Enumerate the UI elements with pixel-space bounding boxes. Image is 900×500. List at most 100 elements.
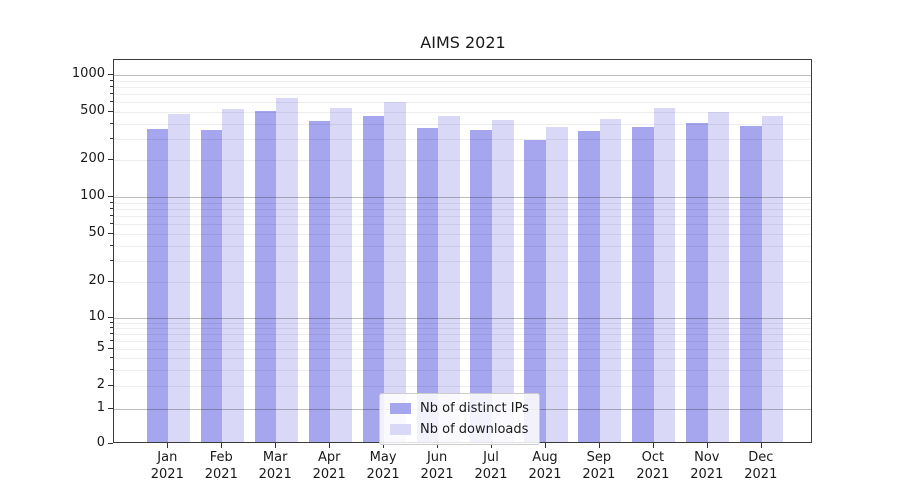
bar (578, 130, 600, 442)
bar (200, 129, 223, 442)
y-minor-tick-mark (110, 79, 113, 81)
x-tick-label: Nov 2021 (679, 450, 735, 483)
x-tick-label: Mar 2021 (247, 450, 303, 483)
y-minor-tick-mark (110, 223, 113, 224)
y-minor-tick-mark (110, 259, 113, 261)
x-tick-month: Nov (694, 450, 720, 465)
y-tick-label: 1 (96, 400, 105, 416)
x-tick-mark (221, 443, 223, 448)
bar (416, 127, 439, 442)
y-tick-label: 100 (80, 188, 105, 203)
x-tick-month: May (369, 450, 397, 465)
bar (222, 108, 244, 442)
x-tick-month: Apr (317, 450, 341, 465)
x-tick-mark (491, 443, 492, 448)
x-tick-mark (760, 443, 762, 448)
y-minor-tick-mark (110, 85, 113, 87)
y-minor-tick-mark (110, 385, 113, 386)
bar (438, 116, 460, 442)
x-tick-year: 2021 (204, 466, 238, 482)
y-minor-tick-mark (110, 321, 113, 323)
bar (254, 110, 277, 442)
x-tick-year: 2021 (150, 466, 184, 482)
x-tick-year: 2021 (528, 466, 562, 482)
x-tick-mark (275, 443, 277, 448)
x-tick-label: Aug 2021 (517, 450, 573, 483)
x-tick-label: Feb 2021 (193, 450, 249, 483)
x-tick-month: Feb (209, 450, 233, 465)
x-tick-mark (167, 443, 169, 448)
x-tick-label: Jun 2021 (409, 450, 465, 483)
legend-swatch-distinct-ips (390, 403, 411, 414)
x-tick-year: 2021 (690, 466, 724, 482)
x-tick-mark (598, 443, 600, 448)
y-minor-tick-mark (110, 244, 113, 246)
x-tick-mark (706, 443, 708, 448)
y-tick-mark (108, 317, 113, 319)
legend-swatch-downloads (390, 424, 411, 435)
y-minor-tick-mark (110, 356, 113, 358)
y-tick-mark (108, 443, 113, 444)
x-tick-mark (329, 443, 331, 448)
y-minor-tick-mark (110, 332, 113, 334)
chart-title: AIMS 2021 (420, 33, 506, 52)
bar (308, 120, 331, 442)
x-tick-year: 2021 (636, 466, 670, 482)
y-minor-tick-mark (110, 92, 113, 94)
y-minor-tick-mark (110, 281, 113, 282)
y-minor-tick-mark (110, 137, 113, 139)
x-tick-label: Jul 2021 (463, 450, 519, 483)
legend-label-downloads: Nb of downloads (420, 422, 529, 437)
y-minor-tick-mark (110, 368, 113, 370)
bar (362, 115, 385, 442)
x-tick-month: Jun (426, 450, 448, 465)
y-minor-tick-mark (110, 327, 113, 329)
x-tick-year: 2021 (312, 466, 346, 482)
y-tick-mark (108, 74, 113, 75)
x-tick-label: Jan 2021 (139, 450, 195, 483)
bar (740, 125, 762, 442)
y-minor-tick-mark (110, 339, 113, 341)
bar (384, 102, 406, 442)
y-minor-tick-mark (110, 214, 113, 216)
x-tick-mark (545, 443, 546, 448)
y-tick-label: 2 (96, 377, 105, 392)
y-minor-tick-mark (110, 232, 113, 234)
legend: Nb of distinct IPs Nb of downloads (379, 393, 540, 445)
y-tick-label: 200 (80, 151, 105, 167)
x-tick-mark (437, 443, 439, 448)
y-tick-label: 0 (96, 435, 105, 450)
y-tick-label: 5 (96, 339, 105, 355)
x-tick-month: Jul (483, 450, 499, 465)
bar (653, 107, 676, 442)
y-minor-tick-mark (110, 159, 113, 161)
bar (686, 123, 708, 442)
bar (492, 119, 514, 442)
bar (168, 114, 190, 442)
y-minor-tick-mark (110, 207, 113, 209)
y-minor-tick-mark (110, 101, 113, 102)
y-tick-label: 1000 (71, 66, 105, 81)
bar (276, 97, 298, 442)
x-tick-year: 2021 (420, 466, 454, 482)
bar (632, 127, 654, 442)
legend-item: Nb of downloads (390, 422, 529, 437)
x-tick-month: Oct (641, 450, 665, 465)
x-tick-month: Mar (262, 450, 288, 465)
x-tick-label: Dec 2021 (733, 450, 789, 483)
x-tick-month: Aug (532, 450, 558, 465)
bar (546, 126, 568, 442)
x-tick-year: 2021 (366, 466, 400, 482)
x-tick-label: Apr 2021 (301, 450, 357, 483)
y-minor-tick-mark (110, 122, 113, 124)
bars-layer (114, 60, 811, 442)
x-tick-year: 2021 (258, 466, 292, 482)
x-tick-month: Jan (157, 450, 178, 465)
legend-label-distinct-ips: Nb of distinct IPs (420, 401, 529, 416)
bar (146, 128, 169, 442)
x-tick-year: 2021 (582, 466, 616, 482)
y-tick-label: 10 (88, 309, 105, 325)
x-tick-month: Sep (586, 450, 612, 465)
y-minor-tick-mark (110, 201, 113, 203)
